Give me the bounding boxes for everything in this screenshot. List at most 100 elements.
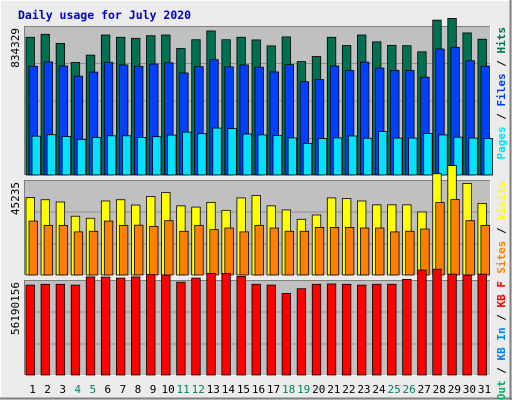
bar-kb-f [100,276,111,376]
day-label: 13 [207,383,220,396]
day-label: 3 [59,383,66,396]
bar-kb-f [432,268,442,376]
bar-kb-f [25,284,35,376]
bar-sites [284,230,295,276]
bar-sites [329,227,340,276]
bar-kb-f [477,273,487,376]
bar-kb-f [40,283,50,376]
bar-pages [197,133,207,176]
bar-kb-f [206,273,216,376]
bar-pages [257,134,267,176]
bar-pages [438,134,448,176]
day-label: 14 [222,383,236,396]
legend-entry: KB In [495,327,508,360]
day-label: 12 [192,383,205,396]
legend: Pages / Files / Hits [495,27,508,160]
bar-sites [420,228,430,276]
bar-kb-f [281,293,292,376]
bar-pages [61,136,72,176]
chart-panels: 834329 Pages / Files / Hits 45235 Sites / V… [9,17,508,400]
bar-pages [302,143,313,176]
bar-pages [182,131,192,176]
bar-sites [465,220,475,276]
bar-pages [76,139,87,176]
bar-sites [450,199,460,276]
bar-pages [317,138,328,176]
bar-kb-f [251,283,261,376]
bar-sites [43,224,53,276]
bar-kb-f [402,278,412,376]
day-label: 21 [327,383,340,396]
bar-pages [347,135,358,176]
bar-pages [46,134,56,176]
bar-sites [164,220,174,276]
bar-pages [167,134,177,176]
day-label: 7 [120,383,127,396]
bar-pages [91,137,102,176]
bar-kb-f [447,273,457,376]
bar-kb-f [131,276,141,376]
legend-entry: KB F [495,281,508,308]
day-label: 8 [135,383,142,396]
bar-kb-f [417,269,427,376]
bar-sites [314,227,325,276]
day-label: 1 [29,383,36,396]
bar-pages [468,137,478,176]
bar-kb-f [387,283,397,376]
bar-sites [360,227,370,276]
bar-sites [435,202,445,276]
bar-kb-f [191,277,201,376]
legend-separator: / [495,221,508,241]
day-label: 28 [433,383,446,396]
day-label: 19 [297,383,310,396]
bar-sites [239,231,249,276]
legend-entry: Visits [495,181,508,221]
day-label: 20 [312,383,325,396]
day-label: 16 [252,383,265,396]
bar-sites [480,224,490,276]
legend-separator: / [495,308,508,328]
day-label: 27 [418,383,431,396]
day-label: 31 [478,383,491,396]
bar-kb-f [161,274,171,376]
bar-sites [73,231,84,276]
bar-kb-f [115,277,126,376]
bar-sites [375,227,385,276]
day-label: 6 [105,383,112,396]
bar-kb-f [341,283,352,376]
bar-kb-f [55,283,66,376]
bar-pages [106,135,117,176]
bar-sites [134,224,144,276]
bar-kb-f [311,283,322,376]
bar-sites [179,230,189,276]
legend-entry: Hits [495,27,508,54]
panel-visits-sites: 45235 Sites / Visits [9,165,508,276]
bar-kb-f [221,273,231,376]
bar-kb-f [296,288,307,376]
legend-separator: / [495,361,508,381]
day-axis: 1 2 3 4 5 6 7 8 9 10 11 12 13 14 15 16 17 18 19 20 21 22 23 24 2… [29,383,491,396]
bar-pages [423,133,433,176]
bar-kb-f [176,281,186,376]
bar-pages [212,127,222,176]
bar-sites [299,230,310,276]
bar-kb-f [372,283,382,376]
bar-pages [287,137,298,176]
day-label: 10 [161,383,174,396]
bar-sites [58,224,69,276]
bar-pages [408,137,418,176]
bar-pages [242,133,252,176]
day-label: 23 [357,383,370,396]
legend-entry: KB Out [495,380,508,400]
panel-kbytes: 56190156 KB Out / KB In / KB F [9,268,508,400]
day-label: 30 [463,383,476,396]
bar-pages [393,137,403,176]
bar-kb-f [266,284,276,376]
day-label: 2 [44,383,51,396]
legend-entry: Pages [495,126,508,159]
legend: KB Out / KB In / KB F [495,281,508,400]
day-label: 9 [150,383,157,396]
bar-sites [344,227,355,276]
